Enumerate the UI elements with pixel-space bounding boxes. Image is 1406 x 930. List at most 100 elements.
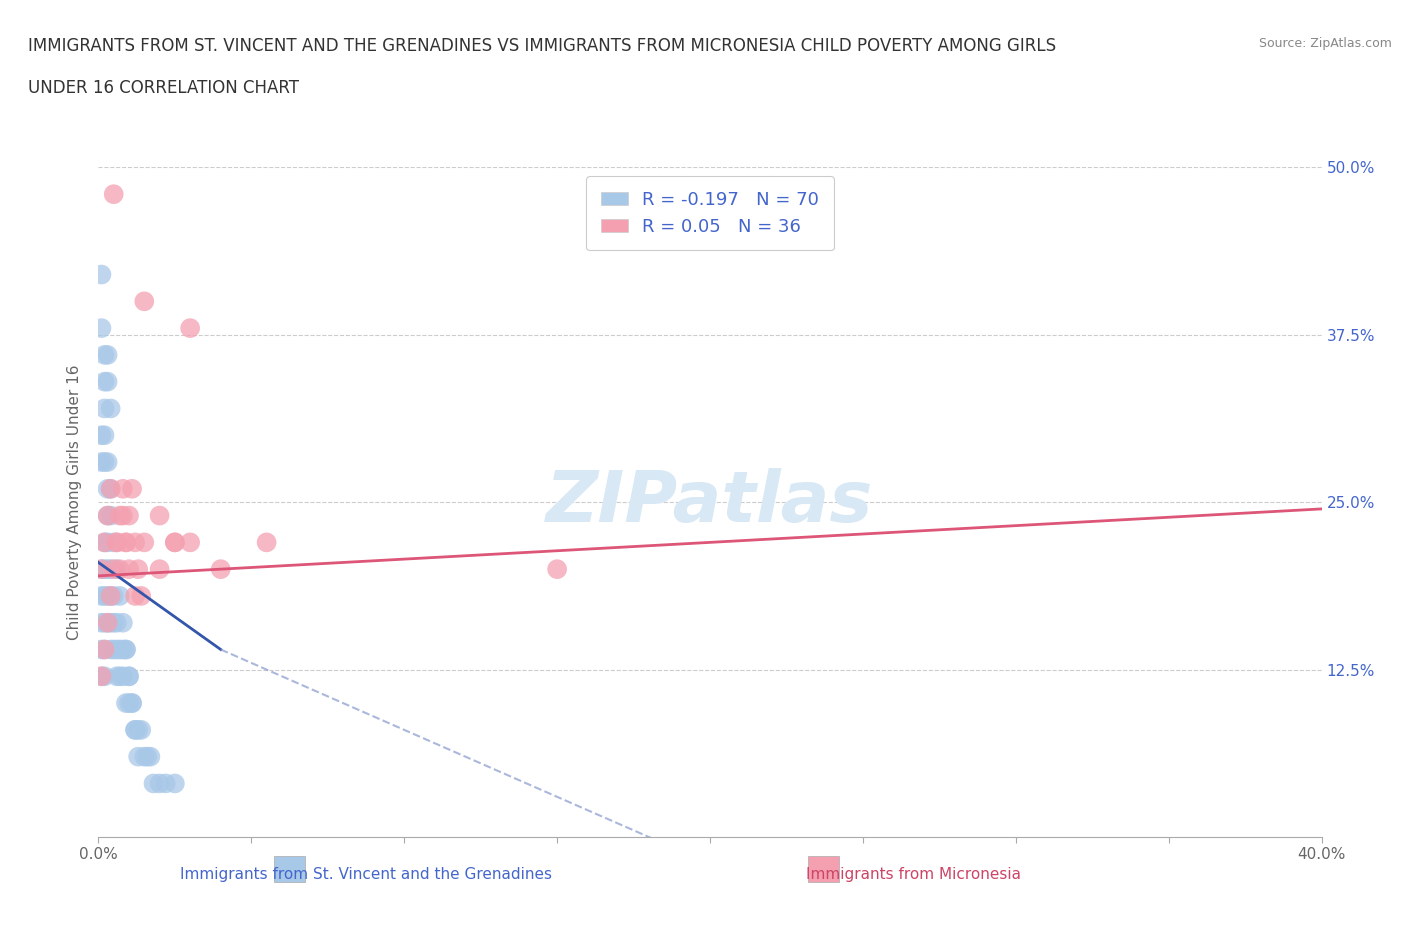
Point [118,696,141,711]
Point [121,696,143,711]
Point [93,535,115,550]
Point [163,535,186,550]
Point [97,562,120,577]
Point [100,482,122,497]
Point [111,669,134,684]
Point [179,535,201,550]
Point [108,508,131,523]
Point [149,508,172,523]
Point [90,642,112,657]
Text: IMMIGRANTS FROM ST. VINCENT AND THE GRENADINES VS IMMIGRANTS FROM MICRONESIA CHI: IMMIGRANTS FROM ST. VINCENT AND THE GREN… [28,37,1056,55]
Point [90,321,112,336]
Point [124,535,146,550]
Point [100,401,122,416]
Point [115,535,138,550]
Point [111,508,134,523]
Point [97,374,120,389]
Point [100,616,122,631]
Point [90,267,112,282]
Point [90,669,112,684]
Point [93,535,115,550]
Point [121,482,143,497]
Point [105,535,128,550]
Point [149,776,172,790]
Point [100,589,122,604]
Point [129,589,152,604]
Point [97,348,120,363]
Point [105,535,128,550]
FancyBboxPatch shape [274,856,305,882]
Point [103,642,125,657]
Point [142,776,165,790]
Point [118,562,141,577]
Point [115,696,138,711]
Point [134,535,156,550]
Point [90,616,112,631]
Text: Source: ZipAtlas.com: Source: ZipAtlas.com [1258,37,1392,50]
Point [121,696,143,711]
Point [149,562,172,577]
Point [118,669,141,684]
Point [103,562,125,577]
Point [97,616,120,631]
Point [134,294,156,309]
Point [163,776,186,790]
Y-axis label: Child Poverty Among Girls Under 16: Child Poverty Among Girls Under 16 [67,365,83,640]
Point [139,750,162,764]
Point [127,723,149,737]
Point [115,642,138,657]
Point [115,535,138,550]
Point [103,589,125,604]
Point [93,348,115,363]
Point [90,589,112,604]
Point [111,616,134,631]
Point [118,508,141,523]
Point [97,508,120,523]
Text: UNDER 16 CORRELATION CHART: UNDER 16 CORRELATION CHART [28,79,299,97]
Point [115,642,138,657]
Point [105,616,128,631]
Point [100,589,122,604]
Point [93,455,115,470]
Point [90,455,112,470]
Point [546,562,568,577]
Text: ZIPatlas: ZIPatlas [547,468,873,537]
Point [97,589,120,604]
Point [111,482,134,497]
Point [90,428,112,443]
Text: Immigrants from Micronesia: Immigrants from Micronesia [807,867,1021,882]
Point [209,562,232,577]
Point [93,562,115,577]
Point [163,535,186,550]
Point [105,642,128,657]
Point [93,374,115,389]
Point [105,562,128,577]
Point [93,669,115,684]
FancyBboxPatch shape [808,856,839,882]
Point [134,750,156,764]
Point [127,750,149,764]
Point [108,642,131,657]
Point [103,535,125,550]
Point [118,669,141,684]
Point [108,562,131,577]
Point [93,589,115,604]
Point [155,776,177,790]
Point [127,562,149,577]
Point [124,723,146,737]
Point [103,616,125,631]
Text: Immigrants from St. Vincent and the Grenadines: Immigrants from St. Vincent and the Gren… [180,867,551,882]
Point [136,750,159,764]
Point [93,428,115,443]
Point [97,616,120,631]
Point [100,508,122,523]
Point [100,562,122,577]
Point [90,562,112,577]
Point [90,562,112,577]
Point [93,642,115,657]
Point [103,187,125,202]
Point [105,669,128,684]
Point [100,482,122,497]
Point [97,482,120,497]
Point [129,723,152,737]
